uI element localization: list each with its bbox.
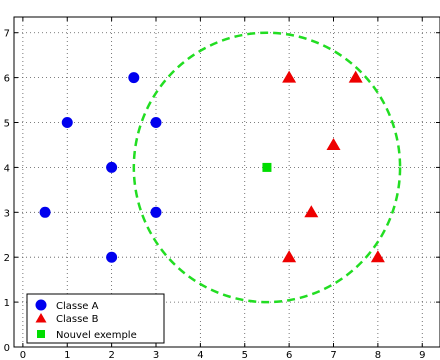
legend-marker-classe-b	[35, 313, 47, 323]
legend-marker-classe-a	[35, 299, 47, 311]
neighborhood-circle	[132, 31, 402, 304]
point-classe-a	[150, 117, 162, 129]
x-tick-label: 9	[419, 350, 425, 360]
x-tick-label: 4	[197, 350, 203, 360]
plot-background	[14, 17, 440, 347]
y-tick-label: 5	[4, 119, 10, 130]
plot-frame	[13, 16, 440, 348]
y-tick-label: 2	[4, 253, 10, 264]
y-tick-label: 6	[4, 74, 10, 85]
x-tick-label: 5	[242, 350, 248, 360]
legend: Classe A Classe B Nouvel exemple	[26, 293, 165, 344]
x-axis-ticks: 0 1 2 3 4 5 6 7 8 9	[20, 17, 425, 360]
point-classe-a	[61, 117, 73, 129]
y-tick-label: 7	[4, 29, 10, 40]
point-classe-b	[326, 137, 341, 150]
x-tick-label: 0	[20, 350, 26, 360]
legend-label-classe-b: Classe B	[56, 314, 99, 325]
point-classe-a	[128, 72, 140, 84]
point-classe-b	[282, 250, 297, 263]
point-classe-a	[150, 206, 162, 218]
point-classe-b	[348, 70, 363, 83]
legend-box	[26, 293, 165, 344]
legend-marker-nouvel-exemple	[37, 330, 45, 338]
point-nouvel-exemple	[262, 162, 272, 172]
data-points	[39, 31, 402, 304]
legend-label-nouvel-exemple: Nouvel exemple	[56, 330, 137, 341]
point-classe-b	[282, 70, 297, 83]
y-axis-ticks: 0 1 2 3 4 5 6 7	[4, 29, 440, 354]
x-tick-label: 6	[286, 350, 292, 360]
x-tick-label: 2	[108, 350, 114, 360]
x-tick-label: 3	[153, 350, 159, 360]
x-tick-label: 1	[64, 350, 70, 360]
x-tick-label: 7	[330, 350, 336, 360]
y-tick-label: 4	[4, 163, 10, 174]
point-classe-b	[370, 250, 385, 263]
x-tick-label: 8	[375, 350, 381, 360]
point-classe-a	[39, 206, 51, 218]
point-classe-a	[106, 161, 118, 173]
point-classe-a	[106, 251, 118, 263]
y-tick-label: 1	[4, 298, 10, 309]
point-classe-b	[304, 205, 319, 218]
y-tick-label: 0	[4, 343, 10, 354]
y-tick-label: 3	[4, 208, 10, 219]
legend-label-classe-a: Classe A	[56, 301, 99, 312]
